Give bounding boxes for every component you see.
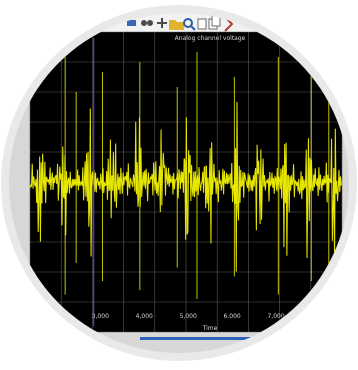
x-tick-label: 5,000 [180, 313, 197, 320]
toolbar [127, 15, 234, 32]
binoculars-icon[interactable] [141, 20, 153, 26]
x-tick-label: 4,000 [136, 313, 153, 320]
bottom-accent [140, 337, 260, 340]
y-tick-label: .00 [19, 198, 28, 204]
x-tick-label: 3,000 [92, 313, 109, 320]
y-tick-label: .00 [19, 178, 28, 184]
y-tick-label: .00 [19, 118, 28, 124]
signal-line [29, 101, 343, 272]
page-icon[interactable] [197, 18, 207, 30]
y-tick-label: .00 [19, 238, 28, 244]
y-tick-label: .00 [19, 158, 28, 164]
y-tick-label: .00 [19, 138, 28, 144]
signal-series [29, 52, 343, 299]
folder-icon[interactable] [169, 20, 184, 30]
x-axis-label: Time [202, 325, 218, 332]
zoom-icon[interactable] [183, 18, 196, 31]
chart-icon[interactable] [127, 20, 136, 26]
x-tick-label: 7,000 [267, 313, 284, 320]
x-tick-label: 8,000 [311, 313, 328, 320]
plot-title: Analog channel voltage [175, 35, 246, 42]
pan-icon[interactable] [157, 18, 167, 28]
y-axis-ticks: .00.00.00.00.00.00.00.00.00 [19, 98, 28, 264]
y-tick-label: .00 [19, 218, 28, 224]
x-tick-label: 6,000 [224, 313, 241, 320]
